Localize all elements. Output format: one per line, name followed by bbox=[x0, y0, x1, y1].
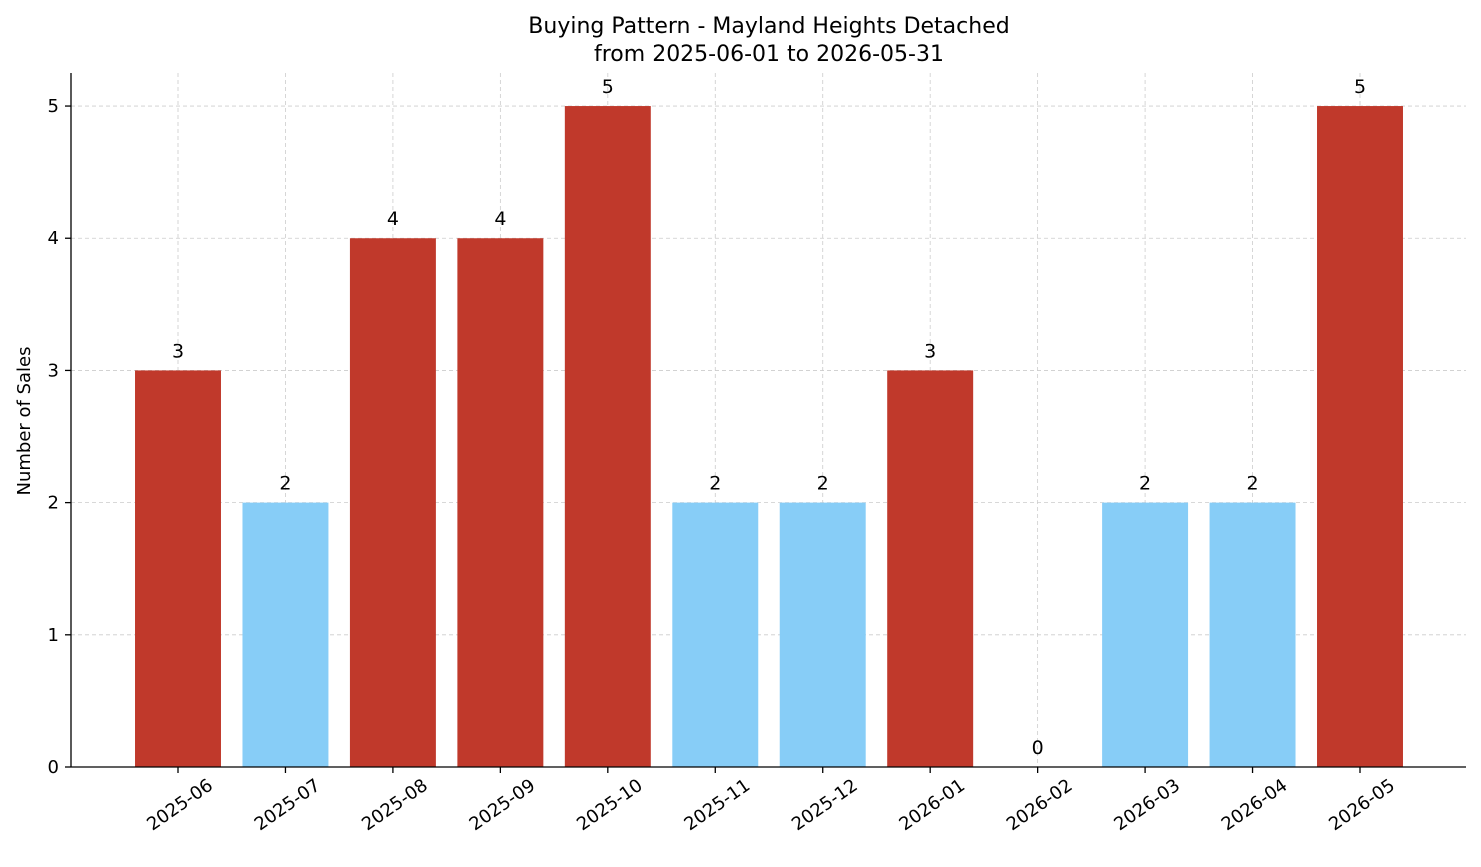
data-label-2025-07: 2 bbox=[279, 473, 291, 495]
data-label-2025-09: 4 bbox=[494, 208, 506, 230]
data-label-2025-08: 4 bbox=[387, 208, 399, 230]
y-tick-label: 4 bbox=[48, 228, 59, 249]
bar-2025-07 bbox=[242, 502, 329, 767]
x-tick-label: 2025-11 bbox=[680, 775, 754, 835]
y-tick-label: 1 bbox=[48, 625, 59, 646]
x-tick-label: 2025-06 bbox=[143, 775, 217, 835]
data-label-2025-11: 2 bbox=[709, 473, 721, 495]
x-tick-label: 2025-09 bbox=[466, 775, 540, 835]
chart-title: Buying Pattern - Mayland Heights Detache… bbox=[528, 14, 1009, 39]
bar-2025-12 bbox=[779, 502, 866, 767]
bar-2026-01 bbox=[887, 370, 974, 767]
bar-2025-11 bbox=[672, 502, 759, 767]
axes-layer bbox=[65, 73, 1466, 773]
y-tick-label: 0 bbox=[48, 757, 59, 778]
x-tick-label: 2025-12 bbox=[788, 775, 862, 835]
y-tick-label: 5 bbox=[48, 96, 59, 117]
bar-2026-04 bbox=[1209, 502, 1296, 767]
x-tick-label: 2026-04 bbox=[1218, 775, 1292, 835]
chart-subtitle: from 2025-06-01 to 2026-05-31 bbox=[594, 42, 944, 67]
data-label-2025-12: 2 bbox=[817, 473, 829, 495]
data-label-2026-04: 2 bbox=[1246, 473, 1258, 495]
y-axis-label: Number of Sales bbox=[14, 346, 35, 495]
x-tick-label: 2025-07 bbox=[251, 775, 325, 835]
data-label-2025-10: 5 bbox=[602, 76, 614, 98]
x-tick-label: 2026-03 bbox=[1110, 775, 1184, 835]
bar-2025-08 bbox=[349, 238, 436, 767]
x-tick-label: 2026-01 bbox=[895, 775, 969, 835]
bar-2025-06 bbox=[135, 370, 221, 767]
x-tick-label: 2026-02 bbox=[1003, 775, 1077, 835]
data-label-2026-01: 3 bbox=[924, 340, 936, 362]
bar-2025-10 bbox=[564, 106, 651, 768]
x-tick-label: 2026-05 bbox=[1325, 775, 1399, 835]
x-tick-label: 2025-08 bbox=[358, 775, 432, 835]
bar-2026-05 bbox=[1317, 106, 1403, 768]
bar-2026-03 bbox=[1102, 502, 1189, 767]
data-label-2025-06: 3 bbox=[172, 340, 184, 362]
data-label-2026-02: 0 bbox=[1032, 737, 1044, 759]
x-tick-label: 2025-10 bbox=[573, 775, 647, 835]
data-label-2026-05: 5 bbox=[1354, 76, 1366, 98]
data-label-2026-03: 2 bbox=[1139, 473, 1151, 495]
bar-2025-09 bbox=[457, 238, 544, 767]
y-tick-label: 3 bbox=[48, 360, 59, 381]
bars-layer bbox=[135, 106, 1403, 768]
y-tick-label: 2 bbox=[48, 493, 59, 514]
